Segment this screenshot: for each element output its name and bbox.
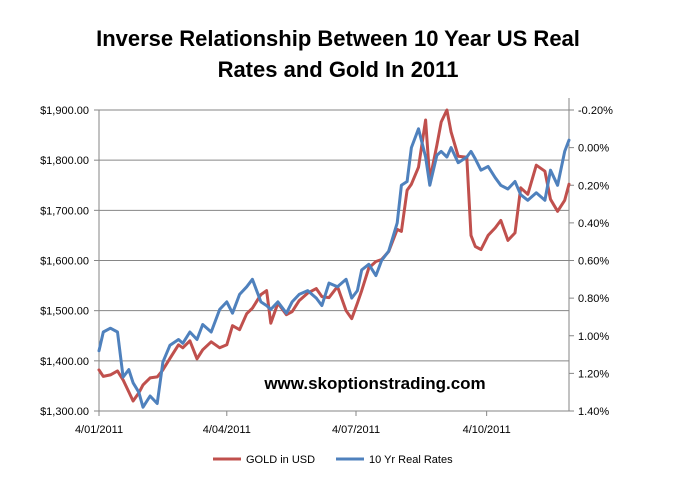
right-tick-label: 1.40% bbox=[578, 406, 609, 418]
left-tick-label: $1,600.00 bbox=[40, 256, 89, 268]
left-tick-label: $1,500.00 bbox=[40, 306, 89, 318]
x-axis-tick-labels: 4/01/2011 4/04/2011 4/07/2011 4/10/2011 bbox=[75, 411, 511, 436]
left-tick-label: $1,400.00 bbox=[40, 356, 89, 368]
x-tick-label: 4/07/2011 bbox=[332, 424, 380, 436]
right-tick-label: 0.40% bbox=[578, 218, 609, 230]
left-tick-label: $1,800.00 bbox=[40, 155, 89, 167]
x-tick-label: 4/10/2011 bbox=[463, 424, 511, 436]
left-tick-label: $1,700.00 bbox=[40, 205, 89, 217]
right-tick-label: 0.20% bbox=[578, 180, 609, 192]
left-tick-label: $1,900.00 bbox=[40, 105, 89, 117]
right-tick-label: 1.20% bbox=[578, 368, 609, 380]
legend-label-real-rates: 10 Yr Real Rates bbox=[369, 454, 453, 466]
right-tick-label: 0.80% bbox=[578, 293, 609, 305]
series-line-real-rates bbox=[97, 127, 571, 409]
series-lines bbox=[97, 108, 571, 409]
watermark-text: www.skoptionstrading.com bbox=[263, 374, 485, 393]
right-tick-label: -0.20% bbox=[578, 105, 613, 117]
right-tick-label: 0.60% bbox=[578, 256, 609, 268]
left-axis-tick-labels: $1,300.00 $1,400.00 $1,500.00 $1,600.00 $1,7… bbox=[40, 105, 99, 418]
left-tick-label: $1,300.00 bbox=[40, 406, 89, 418]
right-tick-label: 1.00% bbox=[578, 331, 609, 343]
x-tick-label: 4/04/2011 bbox=[203, 424, 251, 436]
x-tick-label: 4/01/2011 bbox=[75, 424, 123, 436]
right-axis-tick-labels: -0.20% 0.00% 0.20% 0.40% 0.60% 0.80% 1.00% 1.20… bbox=[569, 105, 613, 418]
chart-title-line-1: Inverse Relationship Between 10 Year US … bbox=[96, 26, 580, 51]
gridlines bbox=[99, 109, 569, 362]
right-tick-label: 0.00% bbox=[578, 143, 609, 155]
chart-legend: GOLD in USD 10 Yr Real Rates bbox=[213, 454, 453, 466]
chart-title-line-2: Rates and Gold In 2011 bbox=[218, 57, 459, 82]
legend-label-gold: GOLD in USD bbox=[246, 454, 315, 466]
series-line-gold bbox=[97, 108, 571, 403]
axes bbox=[98, 98, 570, 412]
